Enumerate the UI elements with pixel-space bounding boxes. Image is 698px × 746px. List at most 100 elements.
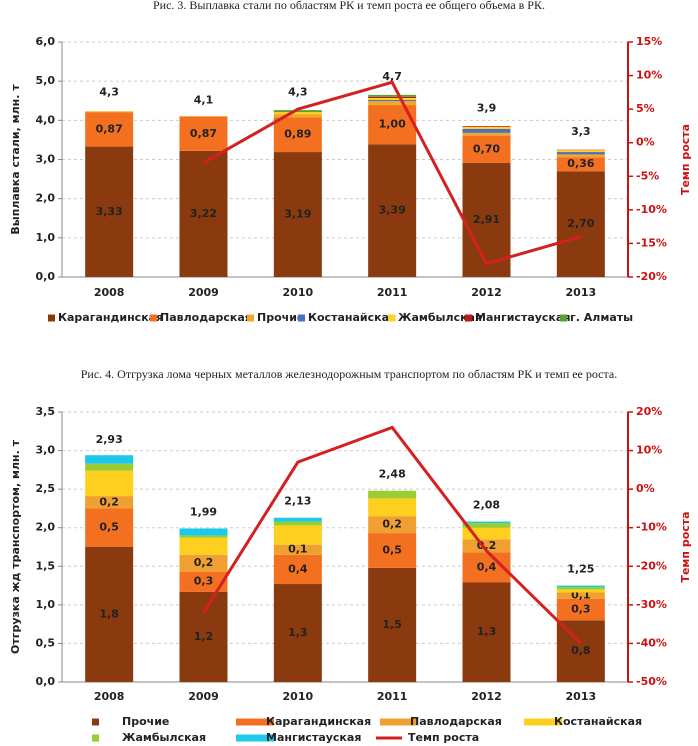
value-label: 2,91: [473, 213, 500, 226]
bar-segment: [368, 533, 417, 568]
x-tick-label: 2013: [566, 286, 597, 299]
bar-segment: [179, 116, 228, 117]
line-series: [202, 80, 582, 266]
x-tick-label: 2009: [188, 286, 219, 299]
value-label: 0,5: [382, 543, 402, 556]
x-tick-label: 2012: [471, 286, 502, 299]
bar-segment: [556, 152, 605, 155]
value-label: 0,5: [99, 521, 119, 534]
value-label: 3,22: [190, 207, 217, 220]
bar-segment: [556, 598, 605, 621]
y-tick-label: 4,0: [36, 113, 56, 126]
value-label: 1,8: [99, 608, 119, 621]
value-label: 0,2: [382, 518, 402, 531]
value-label: 1,3: [477, 625, 497, 638]
value-label: 0,89: [284, 128, 311, 141]
total-label: 1,25: [567, 563, 594, 576]
bar-segment: [85, 112, 134, 147]
y-tick-label: 0,0: [36, 675, 56, 688]
line-series: [202, 425, 582, 645]
bar-segment: [273, 110, 322, 113]
y-tick-label: 3,0: [36, 153, 56, 166]
x-tick-label: 2009: [188, 690, 219, 703]
value-label: 1,5: [382, 618, 402, 631]
bar-segment: [368, 516, 417, 534]
bar-segment: [556, 589, 605, 593]
bar-segment: [368, 94, 417, 97]
y2-tick-label: -50%: [636, 675, 667, 688]
bar-segment: [273, 114, 322, 118]
bar-segment: [556, 585, 605, 588]
bar-segment: [462, 539, 511, 553]
bar-segment: [273, 544, 322, 555]
y-tick-label: 2,0: [36, 192, 56, 205]
y2-tick-label: -10%: [636, 521, 667, 534]
x-tick-label: 2008: [94, 690, 125, 703]
bar-segment: [179, 591, 228, 682]
bar-segment: [85, 496, 134, 509]
value-label: 0,4: [477, 560, 497, 573]
legend-swatch: [48, 314, 55, 322]
y2-tick-label: -5%: [636, 169, 659, 182]
bar-segment: [368, 490, 417, 499]
legend-label: Карагандинская: [266, 715, 371, 728]
bar-segment: [368, 96, 417, 99]
y-axis-label: Выплавка стали, млн. т: [9, 84, 22, 235]
legend-label: Мангистауская: [475, 311, 570, 324]
total-label: 1,99: [190, 505, 217, 518]
bar-segment: [179, 150, 228, 277]
bar-segment: [85, 547, 134, 682]
x-tick-label: 2008: [94, 286, 125, 299]
total-label: 4,7: [382, 70, 402, 83]
value-label: 2,70: [567, 217, 594, 230]
legend-swatch: [236, 718, 274, 726]
y-axis-label: Отгрузка жд транспортом, млн. т: [9, 439, 22, 654]
value-label: 0,8: [571, 644, 591, 657]
y-tick-label: 2,0: [36, 521, 56, 534]
bar-segment: [462, 126, 511, 127]
y2-tick-label: -15%: [636, 236, 667, 249]
total-label: 2,93: [96, 433, 123, 446]
y2-tick-label: 10%: [636, 444, 662, 457]
bar-segment: [273, 117, 322, 153]
total-label: 4,3: [288, 86, 308, 99]
chart-title: Рис. 4. Отгрузка лома черных металлов же…: [81, 367, 617, 381]
bar-segment: [556, 154, 605, 158]
value-label: 1,3: [288, 626, 308, 639]
bar-segment: [556, 620, 605, 682]
y-tick-label: 2,5: [36, 482, 56, 495]
legend-label: Карагандинская: [58, 311, 163, 324]
legend-swatch: [388, 314, 395, 322]
legend-swatch: [298, 314, 305, 322]
value-label: 0,3: [194, 575, 214, 588]
legend-label: Мангистауская: [266, 731, 361, 744]
value-label: 1,2: [194, 630, 214, 643]
value-label: 0,87: [190, 127, 217, 140]
bar-segment: [179, 571, 228, 592]
legend-label: Павлодарская: [410, 715, 502, 728]
total-label: 2,13: [284, 495, 311, 508]
y2-tick-label: 0%: [636, 482, 655, 495]
bar-segment: [273, 112, 322, 115]
bar-segment: [273, 554, 322, 585]
y-tick-label: 0,0: [36, 270, 56, 283]
y2-tick-label: 0%: [636, 136, 655, 149]
bar-segment: [368, 98, 417, 100]
bar-segment: [556, 157, 605, 172]
value-label: 3,39: [379, 204, 406, 217]
y-tick-label: 3,0: [36, 444, 56, 457]
total-label: 3,3: [571, 125, 591, 138]
y2-tick-label: 15%: [636, 35, 662, 48]
bar-segment: [85, 463, 134, 471]
bar-segment: [85, 508, 134, 547]
bar-segment: [462, 523, 511, 528]
bar-segment: [368, 101, 417, 106]
value-label: 0,4: [288, 562, 308, 575]
total-label: 3,9: [477, 101, 497, 114]
legend-label: Темп роста: [408, 731, 479, 744]
bar-segment: [273, 584, 322, 682]
bar-segment: [85, 470, 134, 497]
y-tick-label: 1,5: [36, 559, 56, 572]
bar-segment: [179, 535, 228, 538]
